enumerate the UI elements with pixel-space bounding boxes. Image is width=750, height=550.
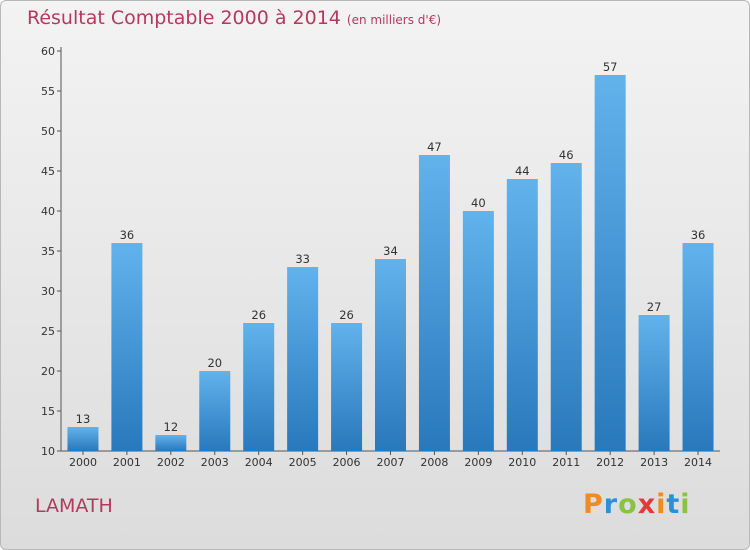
x-tick-label: 2004 — [245, 456, 273, 469]
y-tick-label: 55 — [41, 85, 55, 98]
y-tick-label: 10 — [41, 445, 55, 458]
bar-2001 — [111, 243, 143, 451]
bar-2012 — [594, 75, 626, 451]
data-label-2005: 33 — [295, 252, 310, 266]
bar-2002 — [155, 435, 187, 451]
data-label-2002: 12 — [164, 420, 179, 434]
logo-letter: i — [656, 489, 667, 520]
data-label-2007: 34 — [383, 244, 398, 258]
logo-letter: x — [637, 489, 657, 520]
y-tick-label: 15 — [41, 405, 55, 418]
x-tick-label: 2008 — [420, 456, 448, 469]
y-tick-label: 25 — [41, 325, 55, 338]
bar-2011 — [550, 163, 582, 451]
data-label-2011: 46 — [559, 148, 574, 162]
x-tick-label: 2012 — [596, 456, 624, 469]
proxiti-logo: Proxiti — [583, 489, 691, 520]
chart-title: Résultat Comptable 2000 à 2014 (en millie… — [27, 7, 441, 29]
bar-2007 — [375, 259, 406, 451]
y-tick-label: 20 — [41, 365, 55, 378]
bar-2003 — [199, 371, 231, 451]
commune-name: LAMATH — [35, 495, 113, 517]
data-label-2001: 36 — [120, 228, 135, 242]
y-tick-label: 50 — [41, 125, 55, 138]
x-tick-label: 2000 — [69, 456, 97, 469]
bar-2005 — [287, 267, 319, 451]
x-tick-label: 2014 — [684, 456, 712, 469]
x-tick-label: 2006 — [333, 456, 361, 469]
y-tick-label: 30 — [41, 285, 55, 298]
bar-2004 — [243, 323, 275, 451]
data-label-2000: 13 — [76, 412, 91, 426]
data-label-2006: 26 — [339, 308, 354, 322]
data-label-2012: 57 — [603, 60, 618, 74]
x-tick-label: 2001 — [113, 456, 141, 469]
logo-letter: P — [583, 489, 604, 520]
bar-2010 — [506, 179, 538, 451]
logo-letter: i — [680, 489, 691, 520]
bar-2000 — [67, 427, 99, 451]
y-tick-label: 60 — [41, 45, 55, 58]
x-tick-label: 2002 — [157, 456, 185, 469]
bar-2006 — [331, 323, 363, 451]
bar-2014 — [682, 243, 714, 451]
x-tick-label: 2013 — [640, 456, 668, 469]
data-label-2003: 20 — [207, 356, 222, 370]
data-label-2014: 36 — [691, 228, 706, 242]
x-tick-label: 2003 — [201, 456, 229, 469]
bar-2008 — [418, 155, 450, 451]
logo-letter: o — [618, 489, 638, 520]
x-tick-label: 2007 — [377, 456, 405, 469]
data-label-2004: 26 — [251, 308, 266, 322]
x-tick-label: 2010 — [508, 456, 536, 469]
x-tick-label: 2009 — [464, 456, 492, 469]
bar-2013 — [638, 315, 670, 451]
data-label-2013: 27 — [647, 300, 662, 314]
x-tick-label: 2011 — [552, 456, 580, 469]
chart-subtitle: (en milliers d'€) — [346, 13, 442, 27]
data-label-2009: 40 — [471, 196, 486, 210]
x-tick-label: 2005 — [289, 456, 317, 469]
logo-letter: r — [603, 489, 619, 520]
chart-bars: 13 36 12 20 26 33 26 34 47 40 44 46 57 27 36 — [67, 60, 714, 451]
logo-letter: t — [666, 489, 681, 520]
y-tick-label: 45 — [41, 165, 55, 178]
bar-2009 — [462, 211, 494, 451]
title-text: Résultat Comptable 2000 à 2014 — [27, 7, 341, 29]
y-tick-label: 35 — [41, 245, 55, 258]
data-label-2008: 47 — [427, 140, 442, 154]
data-label-2010: 44 — [515, 164, 530, 178]
y-tick-label: 40 — [41, 205, 55, 218]
